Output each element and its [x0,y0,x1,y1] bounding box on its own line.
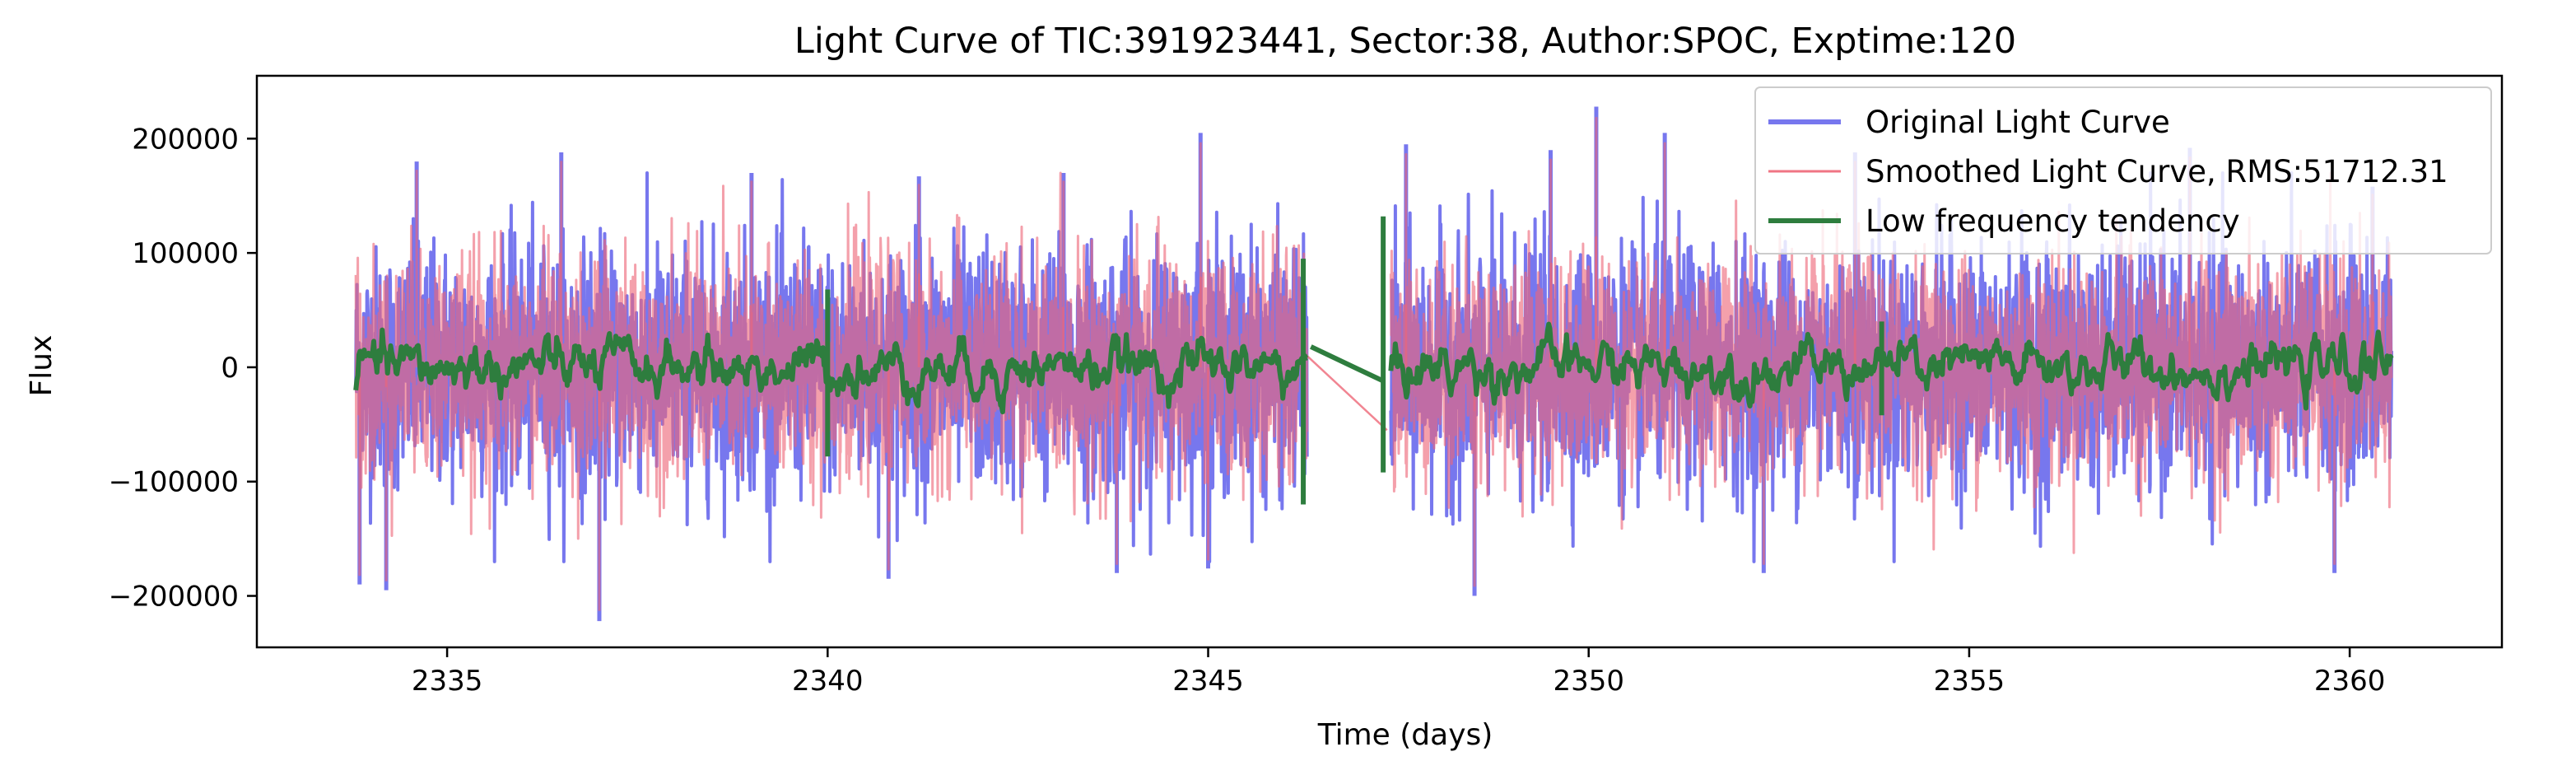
x-axis-label: Time (days) [1317,718,1493,752]
x-tick-label-2335: 2335 [412,665,483,698]
smoothed-light-curve-segment-1 [354,171,1309,540]
legend-label-3: Low frequency tendency [1866,203,2240,239]
legend-box [1754,86,2492,254]
y-tick-label-0: 0 [221,352,239,385]
y-tick-label-100000: 100000 [132,237,239,270]
y-axis: −200000 −100000 0 100000 200000 [109,123,257,614]
y-axis-label: Flux [25,335,58,397]
trend-gap-bridge [1310,344,1385,384]
y-tick-label-200000: 200000 [132,123,239,156]
y-tick-label--100000: −100000 [109,466,239,499]
chart-title: Light Curve of TIC:391923441, Sector:38,… [794,21,2016,62]
x-tick-label-2350: 2350 [1553,665,1624,698]
plot-area-frame [255,74,2504,649]
y-tick-label--200000: −200000 [109,581,239,614]
legend-label-1: Original Light Curve [1866,105,2170,140]
x-tick-label-2345: 2345 [1172,665,1244,698]
x-tick-label-2360: 2360 [2314,665,2386,698]
chart-legend: Original Light Curve Smoothed Light Curve… [1754,86,2492,254]
trend-line-segment-2 [1388,321,2394,411]
x-axis: 2335 2340 2345 2350 2355 2360 [412,647,2386,698]
x-tick-label-2355: 2355 [1934,665,2005,698]
trend-line-segment-1 [353,327,1309,415]
smoothed-gap-bridge [1306,355,1388,432]
x-tick-label-2340: 2340 [792,665,864,698]
plot-series-layer [353,106,2394,622]
legend-label-2: Smoothed Light Curve, RMS:51712.31 [1866,154,2448,189]
